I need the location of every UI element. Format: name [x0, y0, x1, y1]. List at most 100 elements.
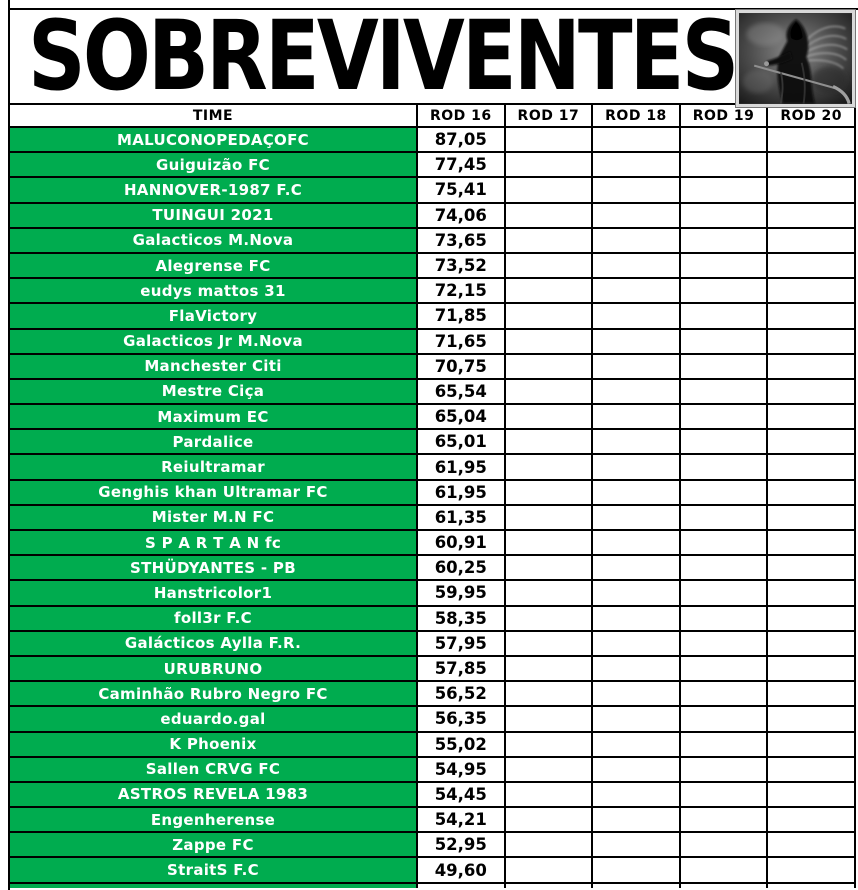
rod18-cell[interactable] — [593, 682, 681, 708]
team-cell[interactable]: Guiguizão FC — [10, 153, 418, 179]
rod17-cell[interactable] — [505, 531, 594, 557]
team-cell[interactable]: Sallen CRVG FC — [10, 757, 418, 783]
team-cell[interactable]: HANNOVER-1987 F.C — [10, 178, 418, 204]
rod19-cell[interactable] — [680, 379, 769, 406]
rod16-cell[interactable]: 87,05 — [418, 128, 506, 154]
rod20-cell[interactable] — [768, 178, 856, 204]
rod17-cell[interactable] — [505, 732, 594, 758]
team-cell[interactable]: Pardalice — [10, 430, 418, 456]
rod19-cell[interactable] — [680, 480, 769, 506]
rod17-cell[interactable] — [505, 858, 594, 884]
rod20-cell[interactable] — [768, 833, 856, 859]
column-header-rod17[interactable]: ROD 17 — [505, 105, 594, 128]
rod16-cell[interactable]: 52,95 — [418, 833, 506, 859]
rod18-cell[interactable] — [593, 354, 681, 380]
rod19-cell[interactable] — [680, 631, 769, 657]
rod16-cell[interactable]: 71,85 — [418, 304, 506, 330]
rod17-cell[interactable] — [505, 279, 594, 305]
rod18-cell[interactable] — [593, 505, 681, 531]
rod18-cell[interactable] — [593, 833, 681, 859]
column-header-rod18[interactable]: ROD 18 — [593, 105, 681, 128]
team-cell[interactable]: Galácticos Aylla F.R. — [10, 631, 418, 657]
rod16-cell[interactable]: 70,75 — [418, 354, 506, 380]
rod19-cell[interactable] — [680, 253, 769, 280]
rod16-cell[interactable]: 61,95 — [418, 480, 506, 506]
rod19-cell[interactable] — [680, 505, 769, 531]
rod19-cell[interactable] — [680, 833, 769, 859]
rod19-cell[interactable] — [680, 808, 769, 834]
rod18-cell[interactable] — [593, 556, 681, 582]
team-cell[interactable]: eudys mattos 31 — [10, 279, 418, 305]
rod18-cell[interactable] — [593, 707, 681, 733]
rod20-cell[interactable] — [768, 531, 856, 557]
rod17-cell[interactable] — [505, 556, 594, 582]
rod20-cell[interactable] — [768, 480, 856, 506]
rod18-cell[interactable] — [593, 128, 681, 154]
rod18-cell[interactable] — [593, 858, 681, 884]
team-cell[interactable]: Mestre Ciça — [10, 379, 418, 406]
rod16-cell[interactable]: 54,45 — [418, 782, 506, 809]
rod18-cell[interactable] — [593, 430, 681, 456]
rod17-cell[interactable] — [505, 405, 594, 431]
rod18-cell[interactable] — [593, 178, 681, 204]
rod17-cell[interactable] — [505, 480, 594, 506]
team-cell[interactable]: Galacticos Jr M.Nova — [10, 329, 418, 355]
rod20-cell[interactable] — [768, 808, 856, 834]
rod18-cell[interactable] — [593, 203, 681, 229]
team-cell[interactable]: Reiultramar — [10, 455, 418, 481]
rod19-cell[interactable] — [680, 732, 769, 758]
rod19-cell[interactable] — [680, 178, 769, 204]
rod17-cell[interactable] — [505, 581, 594, 607]
rod16-cell[interactable]: 56,35 — [418, 707, 506, 733]
rod16-cell[interactable]: 71,65 — [418, 329, 506, 355]
rod20-cell[interactable] — [768, 505, 856, 531]
rod19-cell[interactable] — [680, 455, 769, 481]
rod20-cell[interactable] — [768, 279, 856, 305]
rod17-cell[interactable] — [505, 631, 594, 657]
rod17-cell[interactable] — [505, 707, 594, 733]
rod20-cell[interactable] — [768, 606, 856, 632]
rod16-cell[interactable]: 55,02 — [418, 732, 506, 758]
rod17-cell[interactable] — [505, 354, 594, 380]
rod16-cell[interactable]: 49,60 — [418, 858, 506, 884]
rod19-cell[interactable] — [680, 228, 769, 254]
rod16-cell[interactable]: 61,95 — [418, 455, 506, 481]
team-cell[interactable]: URUBRUNO — [10, 656, 418, 683]
rod19-cell[interactable] — [680, 782, 769, 809]
rod20-cell[interactable] — [768, 203, 856, 229]
rod20-cell[interactable] — [768, 405, 856, 431]
rod20-cell[interactable] — [768, 631, 856, 657]
rod17-cell[interactable] — [505, 253, 594, 280]
rod19-cell[interactable] — [680, 682, 769, 708]
rod20-cell[interactable] — [768, 228, 856, 254]
team-cell[interactable]: StraitS F.C — [10, 858, 418, 884]
rod17-cell[interactable] — [505, 178, 594, 204]
team-cell[interactable]: ASTROS REVELA 1983 — [10, 782, 418, 809]
rod20-cell[interactable] — [768, 128, 856, 154]
rod20-cell[interactable] — [768, 379, 856, 406]
team-cell[interactable]: Engenherense — [10, 808, 418, 834]
rod18-cell[interactable] — [593, 329, 681, 355]
rod18-cell[interactable] — [593, 606, 681, 632]
rod20-cell[interactable] — [768, 782, 856, 809]
rod18-cell[interactable] — [593, 279, 681, 305]
rod16-cell[interactable]: 56,52 — [418, 682, 506, 708]
column-header-rod19[interactable]: ROD 19 — [680, 105, 769, 128]
rod20-cell[interactable] — [768, 455, 856, 481]
rod19-cell[interactable] — [680, 128, 769, 154]
rod17-cell[interactable] — [505, 455, 594, 481]
rod19-cell[interactable] — [680, 203, 769, 229]
rod19-cell[interactable] — [680, 581, 769, 607]
rod20-cell[interactable] — [768, 581, 856, 607]
rod17-cell[interactable] — [505, 682, 594, 708]
rod16-cell[interactable]: 75,41 — [418, 178, 506, 204]
rod18-cell[interactable] — [593, 153, 681, 179]
rod16-cell[interactable]: 60,25 — [418, 556, 506, 582]
rod18-cell[interactable] — [593, 656, 681, 683]
rod18-cell[interactable] — [593, 405, 681, 431]
rod16-cell[interactable]: 54,95 — [418, 757, 506, 783]
rod18-cell[interactable] — [593, 631, 681, 657]
rod18-cell[interactable] — [593, 732, 681, 758]
rod17-cell[interactable] — [505, 430, 594, 456]
rod16-cell[interactable]: 54,21 — [418, 808, 506, 834]
